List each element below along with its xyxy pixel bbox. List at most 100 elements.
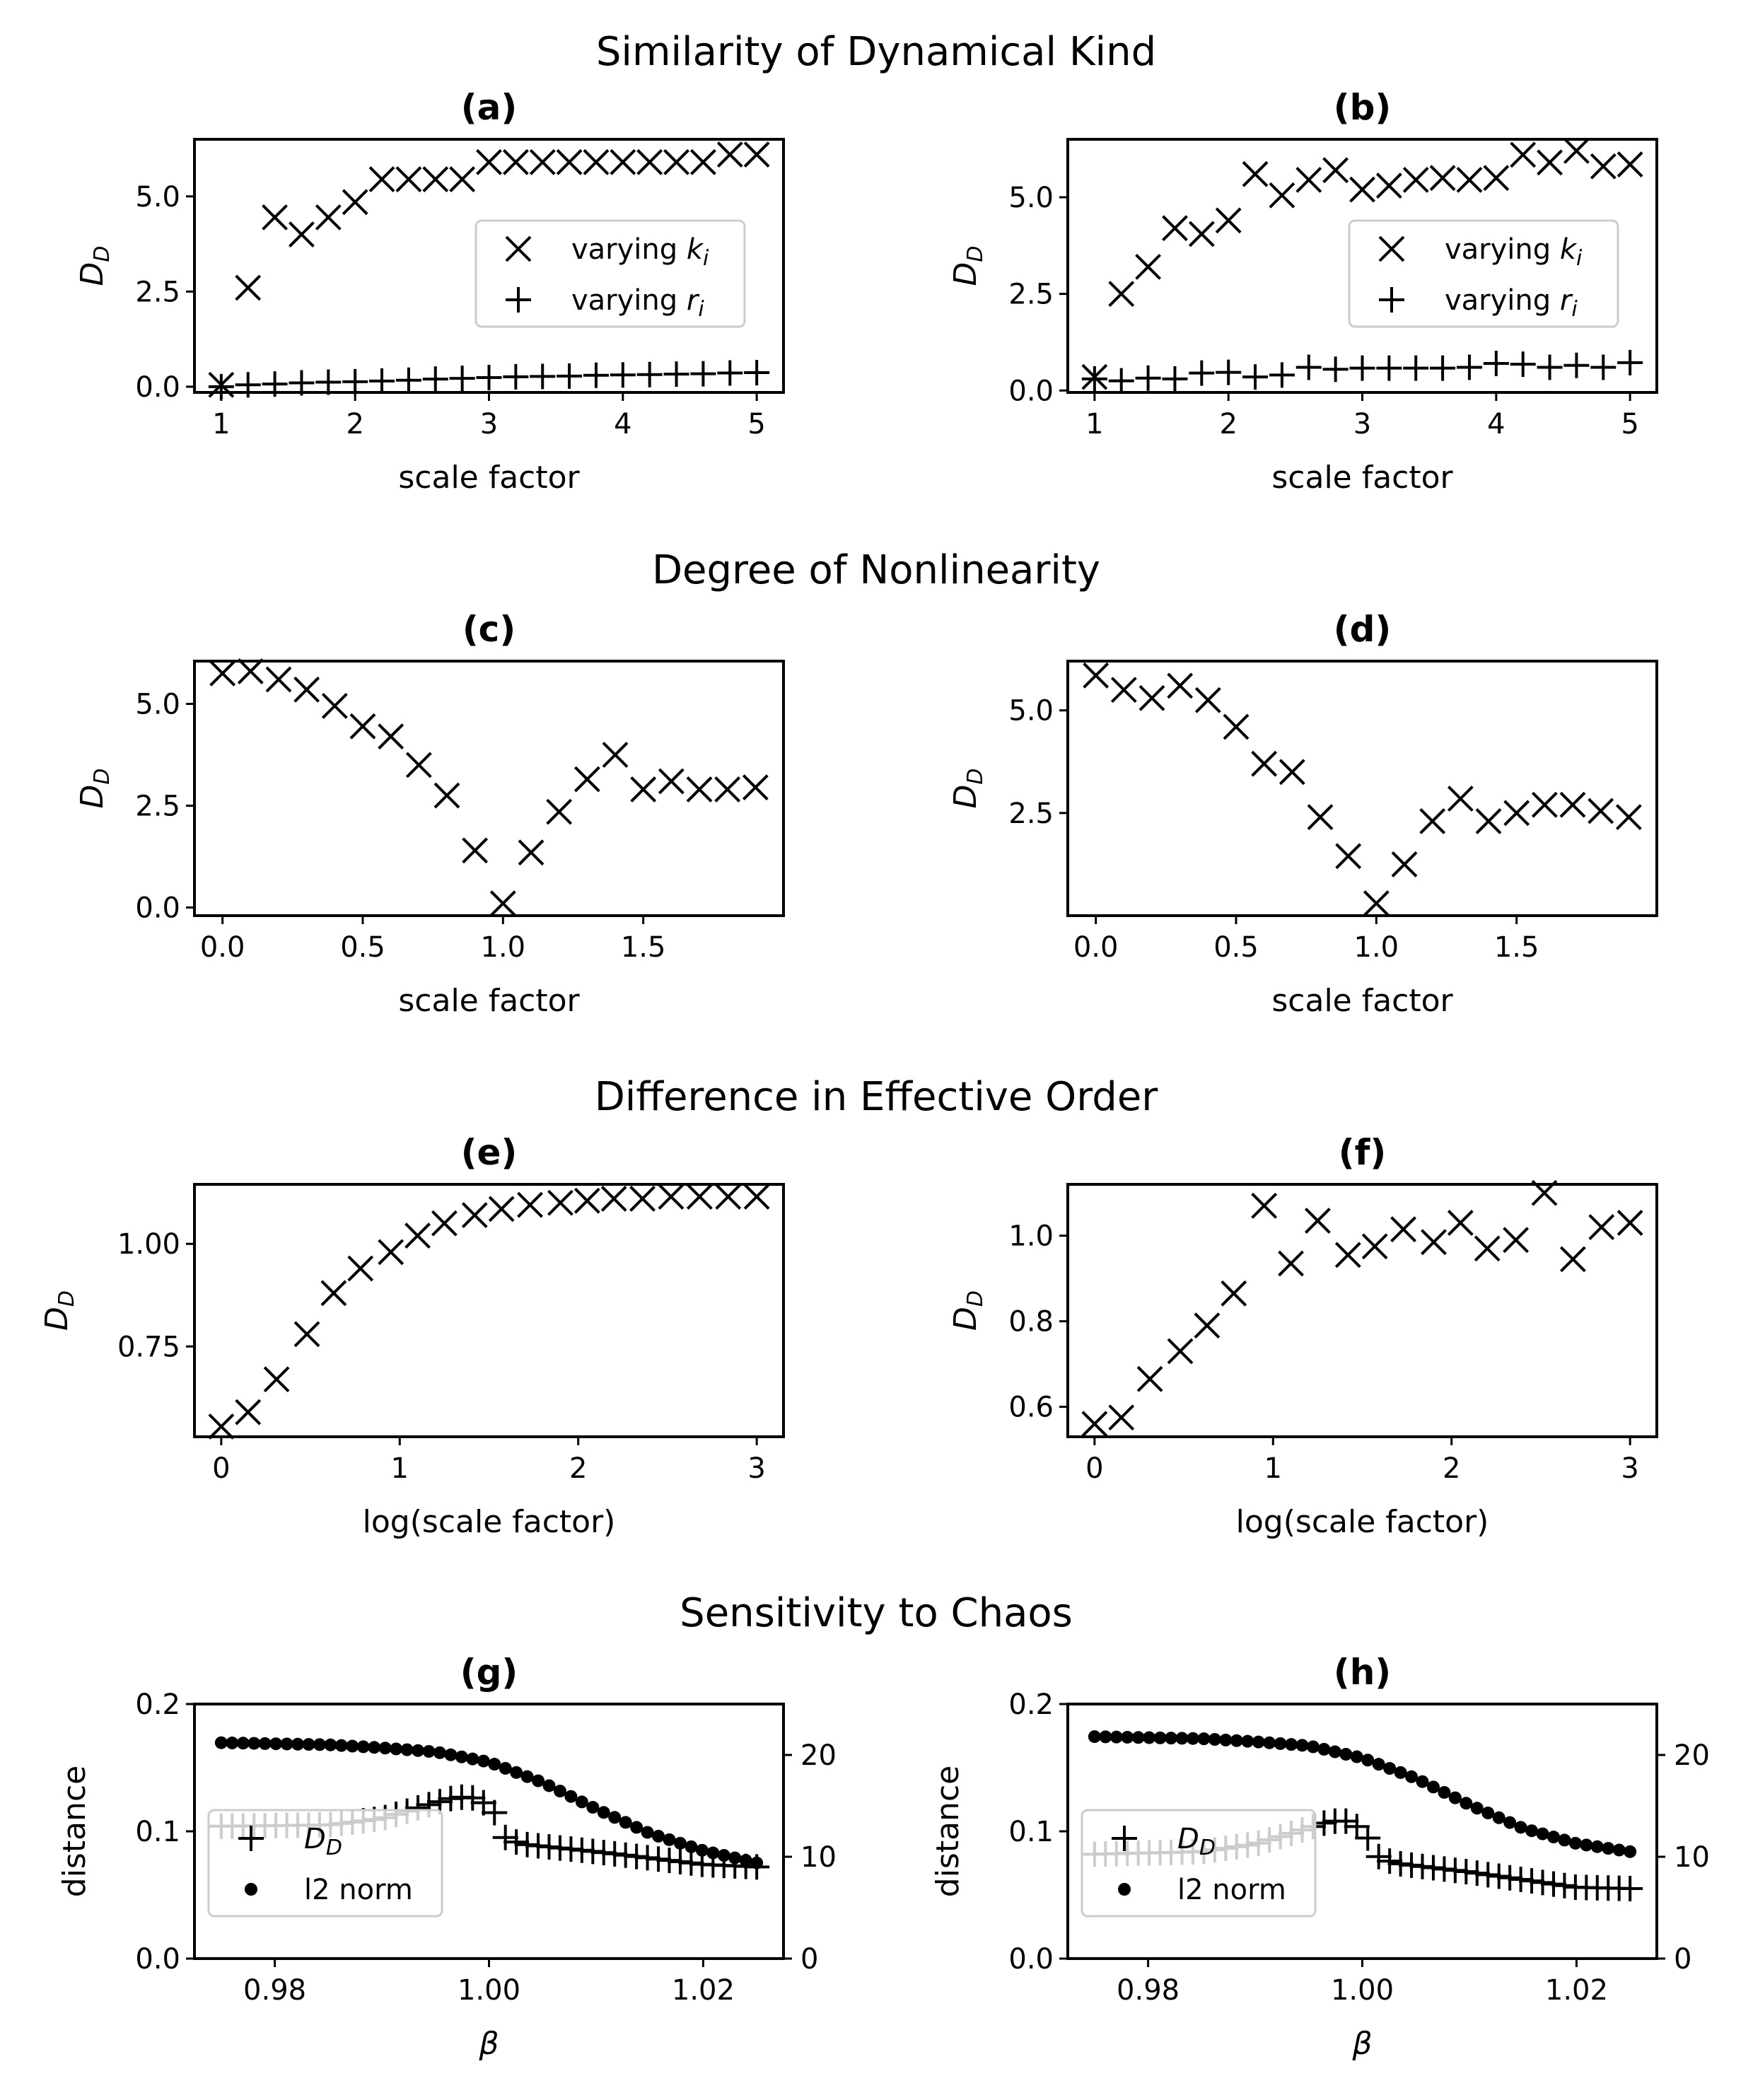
x-tick-label: 1.00 xyxy=(1331,1974,1394,2007)
data-point xyxy=(1322,157,1349,184)
data-point xyxy=(280,1737,293,1751)
x-tick-label: 1 xyxy=(1085,408,1103,441)
data-point xyxy=(573,1187,600,1214)
data-point xyxy=(686,776,713,803)
data-point xyxy=(349,713,376,740)
data-point xyxy=(1088,1730,1101,1744)
y-tick-label: 5.0 xyxy=(135,688,180,721)
data-point xyxy=(743,141,770,168)
panel-b: (b) 1 2 3 4 5 0.0 2.5 5.0 scale factor DD varying k… xyxy=(948,87,1658,496)
data-point xyxy=(716,141,743,168)
data-point xyxy=(556,148,583,175)
y-axis-label: distance xyxy=(57,1766,93,1897)
data-point xyxy=(1365,1843,1392,1869)
series-d-d xyxy=(1083,662,1642,916)
data-point xyxy=(492,1824,518,1850)
y-tick-label: 2.5 xyxy=(1008,798,1054,830)
data-point xyxy=(575,1795,588,1809)
axes-frame xyxy=(193,660,785,917)
panel-title: (e) xyxy=(461,1132,518,1173)
x-tick-label: 0.98 xyxy=(1117,1974,1180,2007)
data-point xyxy=(685,1840,698,1853)
y2-tick-label: 10 xyxy=(800,1841,837,1874)
data-point xyxy=(1167,672,1194,699)
data-point xyxy=(1110,1730,1123,1744)
data-point xyxy=(1121,1730,1134,1744)
y-axis-label: DD xyxy=(74,246,115,286)
data-point xyxy=(1475,1862,1501,1888)
data-point xyxy=(1612,1843,1626,1857)
panel-title: (f) xyxy=(1339,1132,1386,1173)
data-point xyxy=(1617,1210,1643,1236)
data-point xyxy=(715,1183,742,1210)
x-tick-label: 1.5 xyxy=(1494,931,1539,964)
data-point xyxy=(488,1196,515,1223)
panel-h: (h) 0.98 1.00 1.02 0.0 0.1 0.2 0 10 20 β distance DD… xyxy=(930,1652,1710,2062)
data-point xyxy=(1503,1816,1517,1829)
y-axis-label: distance xyxy=(930,1766,966,1897)
y2-tick-label: 0 xyxy=(800,1943,818,1976)
x-axis-label: β xyxy=(1351,2026,1372,2062)
data-point xyxy=(1514,1821,1527,1834)
y2-tick-label: 0 xyxy=(1674,1943,1691,1976)
data-point xyxy=(293,676,320,703)
y-axis-label: DD xyxy=(948,769,988,809)
data-point xyxy=(1295,1739,1309,1752)
data-point xyxy=(1322,356,1349,383)
data-point xyxy=(477,1754,490,1768)
legend-label: l2 norm xyxy=(1177,1874,1286,1906)
panel-title: (b) xyxy=(1334,87,1392,128)
data-point xyxy=(1540,1871,1566,1897)
data-point xyxy=(1464,1860,1490,1886)
data-point xyxy=(1438,1785,1451,1799)
data-point xyxy=(1416,1775,1429,1788)
data-point xyxy=(1108,368,1134,394)
data-point xyxy=(324,1738,337,1751)
y-tick-label: 0.75 xyxy=(117,1331,180,1363)
legend-label: varying ki xyxy=(1445,233,1583,271)
data-point xyxy=(291,1737,305,1751)
data-point xyxy=(1361,1233,1388,1260)
data-point xyxy=(247,1737,261,1750)
data-point xyxy=(663,361,689,387)
data-point xyxy=(378,1239,404,1266)
data-point xyxy=(517,1191,543,1218)
y2-tick-label: 20 xyxy=(800,1739,837,1772)
legend-label: varying ki xyxy=(571,233,709,271)
data-point xyxy=(1590,354,1617,380)
data-point xyxy=(1279,759,1305,786)
data-point xyxy=(1285,1738,1298,1751)
data-point xyxy=(1223,713,1250,740)
data-point xyxy=(263,1366,290,1393)
data-point xyxy=(1162,366,1188,392)
data-point xyxy=(1252,1735,1265,1749)
data-point xyxy=(455,1750,468,1763)
data-point xyxy=(1189,360,1215,386)
data-point xyxy=(1377,1848,1403,1874)
data-point xyxy=(368,166,395,192)
x-tick-label: 4 xyxy=(1487,408,1505,441)
data-point xyxy=(1083,662,1110,689)
data-point xyxy=(695,1843,709,1857)
data-point xyxy=(466,1752,479,1766)
axes-frame xyxy=(193,1703,785,1960)
legend-label: DD xyxy=(1177,1823,1216,1860)
data-point xyxy=(690,361,716,387)
x-tick-label: 0.0 xyxy=(200,931,245,964)
data-point xyxy=(1295,354,1322,380)
data-point xyxy=(1563,352,1590,378)
legend-marker xyxy=(245,1883,257,1896)
data-point xyxy=(1208,1733,1221,1746)
data-point xyxy=(583,148,610,175)
legend-label: varying ri xyxy=(571,284,704,322)
data-point xyxy=(433,782,460,809)
data-point xyxy=(347,1255,374,1282)
y-tick-label: 2.5 xyxy=(135,276,180,308)
data-point xyxy=(619,1816,632,1829)
data-point xyxy=(346,1739,359,1753)
data-point xyxy=(404,1223,431,1249)
x-tick-label: 1.02 xyxy=(672,1974,735,2007)
data-point xyxy=(395,166,422,192)
x-tick-label: 0.98 xyxy=(243,1974,306,2007)
data-point xyxy=(482,1799,508,1826)
